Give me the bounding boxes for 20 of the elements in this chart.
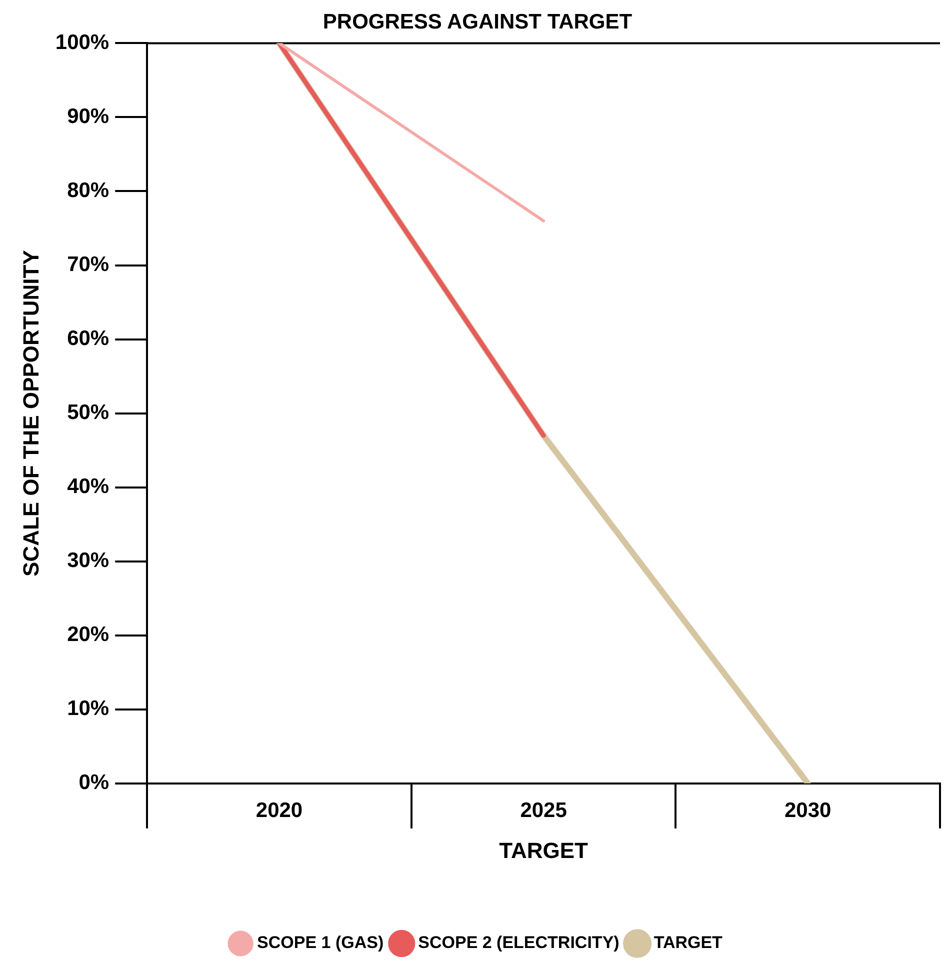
y-tick-label: 20% — [67, 623, 110, 646]
y-tick-label: 90% — [67, 105, 110, 128]
legend-label: SCOPE 2 (ELECTRICITY) — [418, 933, 620, 952]
y-tick-label: 30% — [67, 549, 110, 572]
y-tick-label: 40% — [67, 475, 110, 498]
y-tick-label: 60% — [67, 327, 110, 350]
x-axis-title: TARGET — [499, 838, 589, 863]
x-tick-label: 2030 — [784, 798, 832, 822]
y-tick-label: 50% — [67, 401, 110, 424]
y-tick-label: 0% — [78, 771, 110, 794]
legend-label: SCOPE 1 (GAS) — [257, 933, 384, 952]
legend-label: TARGET — [654, 933, 724, 952]
y-tick-label: 80% — [67, 179, 110, 202]
x-tick-label: 2025 — [520, 798, 568, 822]
x-tick-label: 2020 — [256, 798, 303, 822]
chart-title: PROGRESS AGAINST TARGET — [322, 10, 632, 34]
y-axis-title: SCALE OF THE OPPORTUNITY — [18, 250, 44, 576]
y-tick-label: 70% — [67, 253, 110, 276]
y-tick-label: 10% — [67, 697, 110, 720]
y-tick-label: 100% — [55, 30, 110, 54]
